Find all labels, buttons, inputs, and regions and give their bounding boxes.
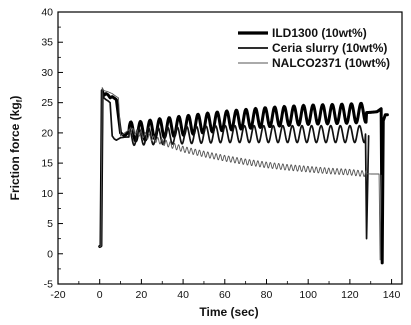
y-tick-label: 10 [41,188,53,200]
x-tick-label: 100 [299,289,317,301]
y-axis-title: Friction force (kgf) [8,96,24,201]
x-tick-label: 140 [383,289,401,301]
x-tick-label: 120 [341,289,359,301]
x-axis-ticks: -20 0 20 40 60 80 100 120 140 [50,279,400,301]
legend-label-ceria: Ceria slurry (10wt%) [272,41,387,55]
y-tick-label: 5 [47,218,53,230]
x-tick-label: -20 [50,289,65,301]
y-axis-title-close: ) [8,96,22,100]
y-tick-label: 0 [47,248,53,260]
y-axis-title-subscript: f [15,99,24,102]
series-line-0 [98,89,389,265]
series-line-2 [99,87,382,261]
legend: ILD1300 (10wt%) Ceria slurry (10wt%) NAL… [238,26,390,70]
legend-label-ild1300: ILD1300 (10wt%) [272,26,367,40]
legend-label-nalco: NALCO2371 (10wt%) [272,56,390,70]
x-tick-label: 20 [136,289,148,301]
x-tick-label: 60 [219,289,231,301]
y-tick-label: 20 [41,127,53,139]
y-tick-label: 30 [41,67,53,79]
x-tick-label: 80 [261,289,273,301]
y-tick-label: 25 [41,97,53,109]
y-tick-label: -5 [44,279,53,291]
y-tick-label: 40 [41,7,53,19]
series-layer [98,87,389,265]
x-tick-label: 40 [177,289,189,301]
x-axis-title: Time (sec) [199,305,258,319]
series-line-1 [98,92,370,248]
y-tick-label: 35 [41,37,53,49]
y-tick-label: 15 [41,158,53,170]
y-axis-ticks: -5 0 5 10 15 20 25 30 35 40 [41,7,63,291]
y-axis-title-main: Friction force (kg [8,102,22,200]
x-tick-label: 0 [97,289,103,301]
